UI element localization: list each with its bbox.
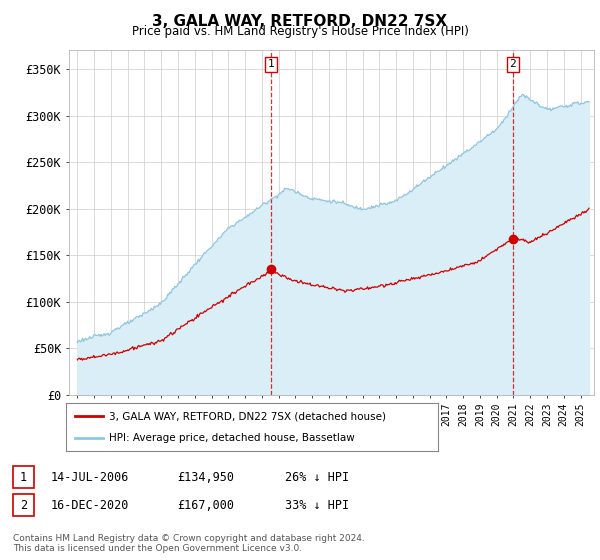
- Text: 16-DEC-2020: 16-DEC-2020: [51, 498, 130, 512]
- Text: 1: 1: [268, 59, 274, 69]
- Text: £167,000: £167,000: [177, 498, 234, 512]
- Text: 2: 2: [20, 498, 27, 512]
- Text: Contains HM Land Registry data © Crown copyright and database right 2024.
This d: Contains HM Land Registry data © Crown c…: [13, 534, 365, 553]
- Text: 33% ↓ HPI: 33% ↓ HPI: [285, 498, 349, 512]
- Text: 1: 1: [20, 470, 27, 484]
- Text: 2: 2: [509, 59, 516, 69]
- Text: Price paid vs. HM Land Registry's House Price Index (HPI): Price paid vs. HM Land Registry's House …: [131, 25, 469, 38]
- Text: 26% ↓ HPI: 26% ↓ HPI: [285, 470, 349, 484]
- Text: 14-JUL-2006: 14-JUL-2006: [51, 470, 130, 484]
- Text: HPI: Average price, detached house, Bassetlaw: HPI: Average price, detached house, Bass…: [109, 433, 355, 443]
- Text: £134,950: £134,950: [177, 470, 234, 484]
- Text: 3, GALA WAY, RETFORD, DN22 7SX: 3, GALA WAY, RETFORD, DN22 7SX: [152, 14, 448, 29]
- Text: 3, GALA WAY, RETFORD, DN22 7SX (detached house): 3, GALA WAY, RETFORD, DN22 7SX (detached…: [109, 411, 386, 421]
